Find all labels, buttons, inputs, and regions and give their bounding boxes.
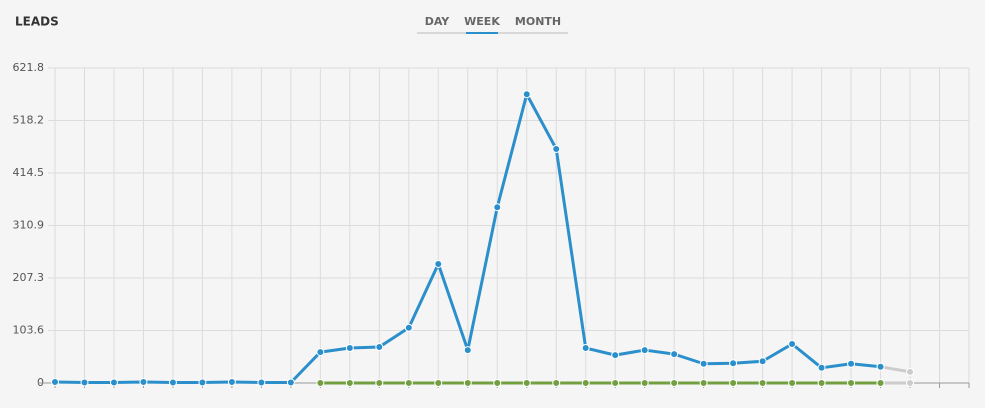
data-point (345, 344, 354, 353)
data-point (581, 344, 590, 353)
data-point (611, 379, 620, 387)
data-point (817, 379, 826, 387)
data-point (729, 379, 738, 387)
data-point (758, 357, 767, 366)
data-point (198, 378, 207, 387)
data-point (670, 379, 679, 387)
data-point (552, 144, 561, 153)
data-point (80, 378, 89, 387)
data-point (817, 363, 826, 372)
y-tick-label: 518.2 (13, 113, 45, 126)
data-point (876, 362, 885, 371)
data-point (493, 379, 502, 387)
data-point (788, 339, 797, 348)
data-point (611, 351, 620, 360)
data-point (906, 379, 915, 387)
data-point (729, 359, 738, 368)
data-point (552, 379, 561, 387)
data-point (640, 379, 649, 387)
data-point (51, 377, 59, 386)
data-point (758, 379, 767, 387)
data-point (847, 359, 856, 368)
data-point (847, 379, 856, 387)
data-point (404, 379, 413, 387)
data-point (316, 348, 325, 357)
data-point (404, 323, 413, 332)
y-tick-label: 310.9 (13, 219, 45, 232)
series-line (880, 365, 911, 374)
data-point (670, 350, 679, 359)
data-point (168, 378, 177, 387)
data-point (581, 379, 590, 387)
chart-title: LEADS (15, 15, 59, 29)
y-tick-label: 621.8 (13, 61, 45, 74)
data-point (257, 378, 266, 387)
data-point (286, 378, 295, 387)
data-point (109, 378, 118, 387)
data-point (434, 259, 443, 268)
data-point (640, 346, 649, 355)
y-tick-label: 207.3 (13, 271, 45, 284)
tab[interactable]: WEEK (464, 15, 500, 28)
data-point (493, 203, 502, 212)
tab[interactable]: DAY (425, 15, 451, 28)
data-point (316, 379, 325, 387)
data-point (375, 379, 384, 387)
data-point (434, 379, 443, 387)
y-tick-label: 414.5 (13, 166, 45, 179)
data-point (139, 377, 148, 386)
data-point (227, 377, 236, 386)
data-point (788, 379, 797, 387)
data-point (699, 359, 708, 368)
data-point (522, 379, 531, 387)
data-point (463, 379, 472, 387)
data-point (463, 346, 472, 355)
data-point (699, 379, 708, 387)
data-point (876, 379, 885, 387)
data-point (522, 90, 531, 99)
data-point (345, 379, 354, 387)
data-point (906, 367, 915, 376)
data-point (375, 343, 384, 352)
tab[interactable]: MONTH (515, 15, 561, 28)
y-tick-label: 103.6 (13, 324, 45, 337)
